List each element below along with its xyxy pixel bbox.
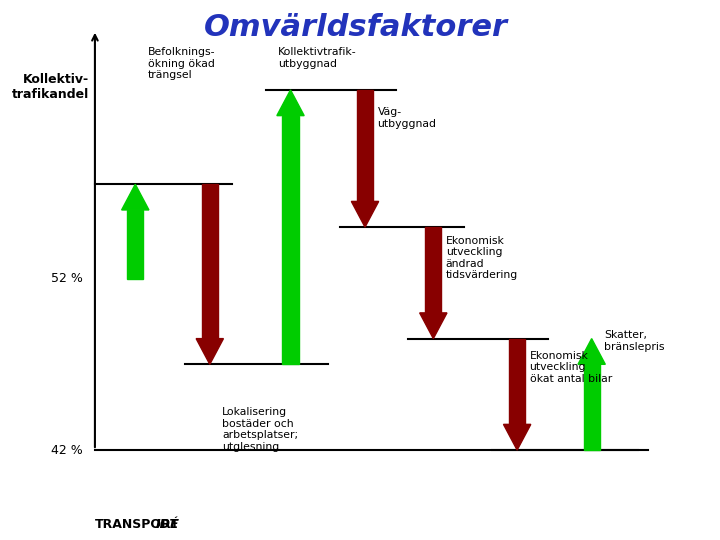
- Text: 52 %: 52 %: [50, 272, 83, 285]
- Polygon shape: [277, 90, 304, 116]
- Polygon shape: [503, 424, 531, 450]
- Text: Befolknings-
ökning ökad
trängsel: Befolknings- ökning ökad trängsel: [148, 47, 215, 80]
- Polygon shape: [357, 90, 373, 201]
- Polygon shape: [420, 313, 447, 339]
- Polygon shape: [127, 210, 143, 279]
- Text: Kollektivtrafik-
utbyggnad: Kollektivtrafik- utbyggnad: [278, 47, 356, 69]
- Text: Skatter,
bränslepris: Skatter, bränslepris: [604, 330, 665, 352]
- Polygon shape: [584, 364, 600, 450]
- Polygon shape: [196, 339, 223, 364]
- Text: Ekonomisk
utveckling
ökat antal bilar: Ekonomisk utveckling ökat antal bilar: [530, 350, 612, 384]
- Text: IDÉ: IDÉ: [156, 518, 179, 531]
- Text: Omvärldsfaktorer: Omvärldsfaktorer: [204, 13, 508, 42]
- Polygon shape: [578, 339, 606, 364]
- Polygon shape: [426, 227, 441, 313]
- Text: Kollektiv-
trafikandel: Kollektiv- trafikandel: [12, 73, 89, 101]
- Text: Ekonomisk
utveckling
ändrad
tidsvärdering: Ekonomisk utveckling ändrad tidsvärderin…: [446, 235, 518, 280]
- Polygon shape: [282, 116, 299, 365]
- Text: Väg-
utbyggnad: Väg- utbyggnad: [377, 107, 436, 129]
- Polygon shape: [202, 184, 218, 339]
- Polygon shape: [351, 201, 379, 227]
- Polygon shape: [122, 184, 149, 210]
- Text: Lokalisering
bostäder och
arbetsplatser;
utglesning: Lokalisering bostäder och arbetsplatser;…: [222, 407, 298, 452]
- Text: TRANSPORT: TRANSPORT: [95, 518, 180, 531]
- Polygon shape: [509, 339, 525, 424]
- Text: 42 %: 42 %: [50, 443, 83, 457]
